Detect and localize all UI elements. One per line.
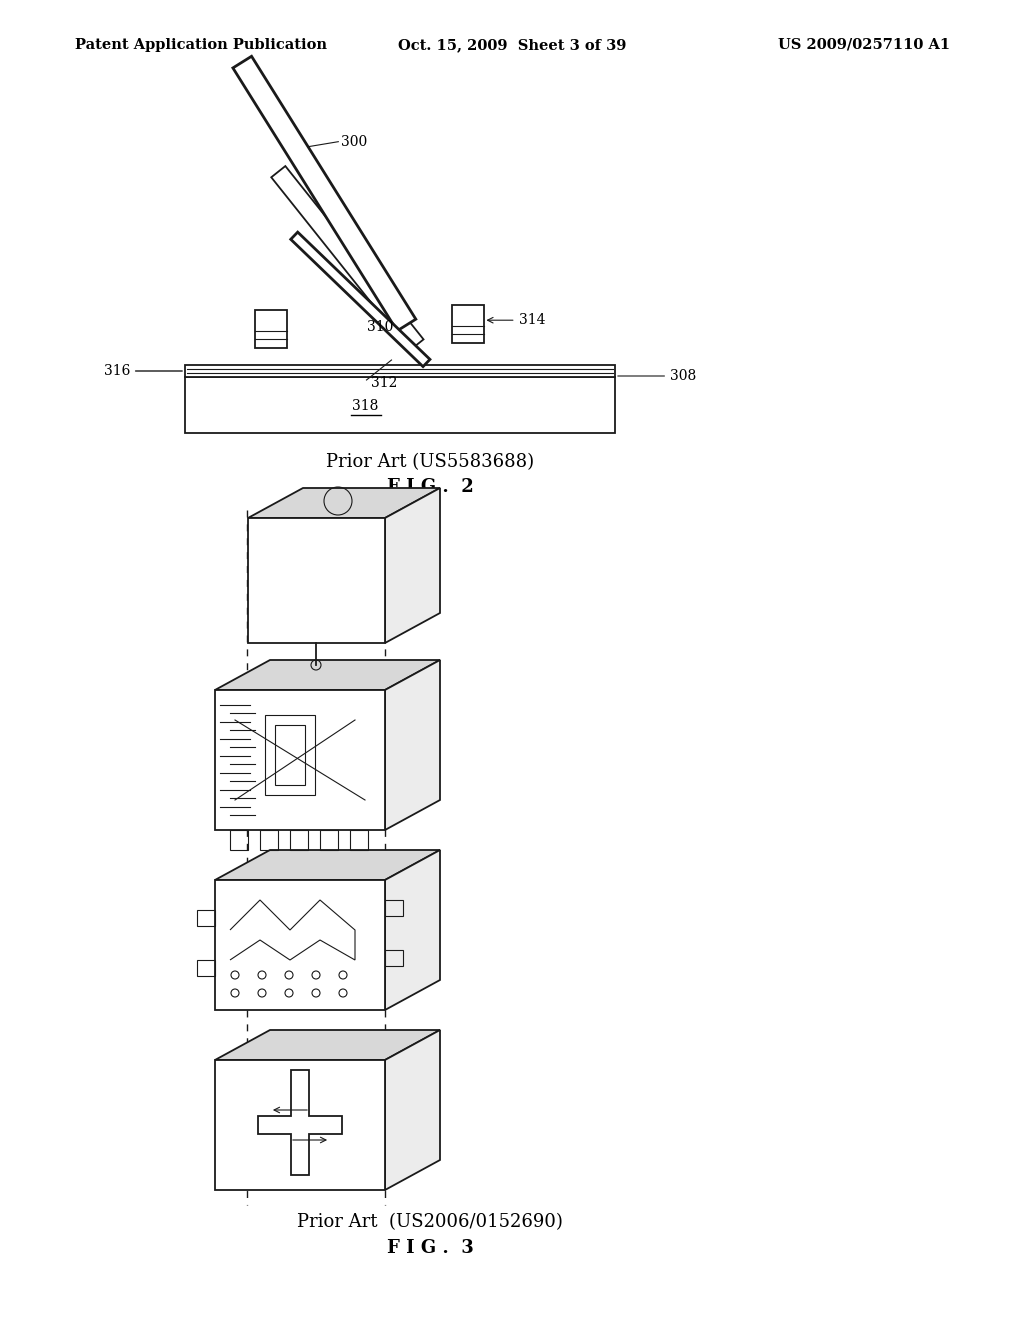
Polygon shape — [248, 517, 385, 643]
Polygon shape — [291, 232, 430, 367]
Polygon shape — [215, 660, 440, 690]
Text: 318: 318 — [352, 399, 379, 413]
Bar — [185, 366, 615, 378]
Text: 312: 312 — [372, 376, 398, 389]
Polygon shape — [385, 488, 440, 643]
FancyBboxPatch shape — [255, 310, 287, 348]
Text: 316: 316 — [103, 364, 182, 378]
Bar — [185, 378, 615, 433]
Text: 300: 300 — [341, 135, 368, 149]
Bar — [197, 960, 215, 975]
Text: US 2009/0257110 A1: US 2009/0257110 A1 — [778, 38, 950, 51]
Bar — [230, 830, 248, 850]
Polygon shape — [232, 57, 416, 331]
Text: 314: 314 — [487, 313, 545, 327]
Bar — [265, 715, 315, 795]
Polygon shape — [215, 1060, 385, 1191]
Polygon shape — [215, 1030, 440, 1060]
Bar — [385, 950, 403, 966]
Polygon shape — [215, 690, 385, 830]
Bar — [197, 909, 215, 927]
Bar — [290, 830, 308, 850]
Text: Oct. 15, 2009  Sheet 3 of 39: Oct. 15, 2009 Sheet 3 of 39 — [397, 38, 627, 51]
Bar — [350, 830, 368, 850]
Text: 310: 310 — [368, 319, 393, 334]
Polygon shape — [385, 660, 440, 830]
Text: Patent Application Publication: Patent Application Publication — [75, 38, 327, 51]
Polygon shape — [215, 850, 440, 880]
Bar — [319, 830, 338, 850]
Polygon shape — [248, 488, 440, 517]
FancyBboxPatch shape — [452, 305, 483, 343]
Text: 308: 308 — [617, 370, 696, 383]
Bar — [385, 900, 403, 916]
Bar — [260, 830, 278, 850]
Polygon shape — [271, 166, 424, 351]
Text: Prior Art  (US2006/0152690): Prior Art (US2006/0152690) — [297, 1213, 563, 1232]
Polygon shape — [385, 850, 440, 1010]
Text: Prior Art (US5583688): Prior Art (US5583688) — [326, 453, 535, 471]
Text: F I G .  2: F I G . 2 — [387, 478, 473, 496]
Bar — [275, 725, 305, 785]
Polygon shape — [385, 1030, 440, 1191]
Text: F I G .  3: F I G . 3 — [387, 1239, 473, 1257]
Polygon shape — [215, 880, 385, 1010]
